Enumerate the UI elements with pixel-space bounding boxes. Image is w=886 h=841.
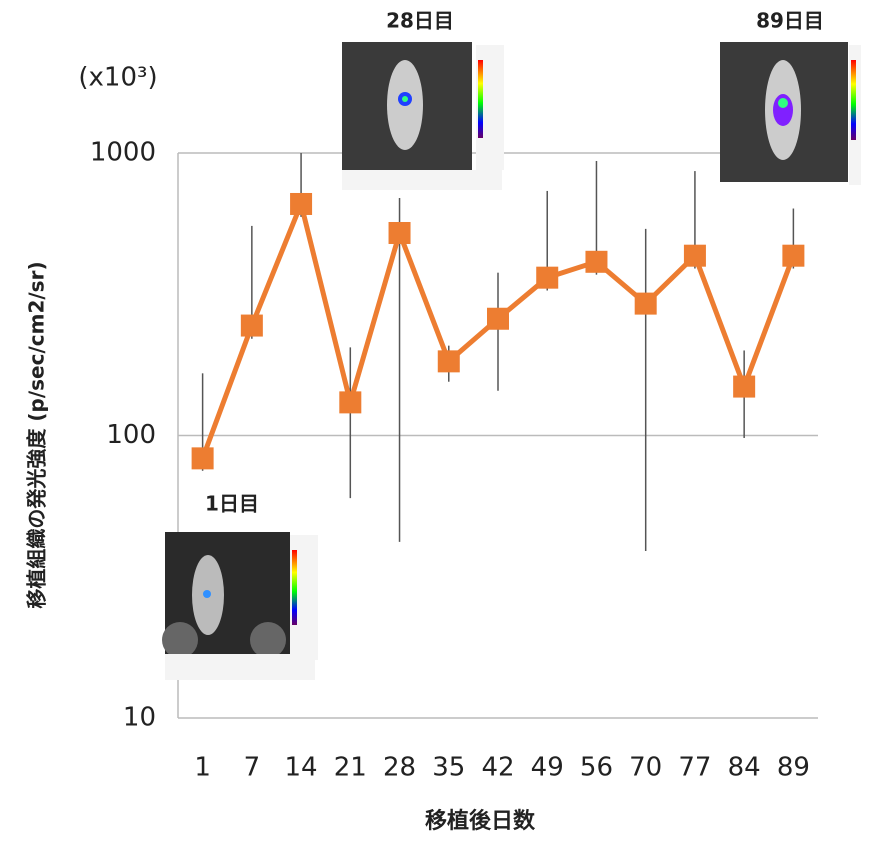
y-unit-label: (x10³)	[78, 63, 157, 93]
marker	[192, 447, 214, 469]
x-tick-label: 7	[244, 753, 261, 783]
y-tick-label: 100	[106, 420, 156, 450]
y-axis-label: 移植組織の発光強度 (p/sec/cm2/sr)	[25, 261, 49, 608]
x-tick-label: 89	[777, 753, 810, 783]
marker	[487, 308, 509, 330]
marker	[389, 222, 411, 244]
x-tick-label: 56	[580, 753, 613, 783]
chart: (x10³) 移植組織の発光強度 (p/sec/cm2/sr) 移植後日数 10…	[0, 0, 886, 837]
marker	[536, 267, 558, 289]
x-tick-label: 28	[383, 753, 416, 783]
x-tick-label: 77	[678, 753, 711, 783]
image-day1: 1日目	[162, 492, 318, 681]
marker	[684, 245, 706, 267]
marker	[635, 293, 657, 315]
marker	[290, 193, 312, 215]
y-tick-label: 1000	[90, 138, 156, 168]
x-tick-label: 35	[432, 753, 465, 783]
x-tick-label: 84	[728, 753, 761, 783]
x-tick-label: 21	[334, 753, 367, 783]
x-tick-label: 70	[629, 753, 662, 783]
image-day89: 89日目	[720, 9, 861, 186]
plot: 10 100 1000 1 7 14 21 28 35 42 49 56 70 77 84 89	[90, 138, 818, 783]
image-day28: 28日目	[342, 9, 504, 191]
marker	[585, 251, 607, 273]
x-tick-label: 14	[285, 753, 318, 783]
marker	[438, 350, 460, 372]
marker	[782, 245, 804, 267]
annotation: 28日目	[386, 9, 454, 33]
x-tick-label: 42	[481, 753, 514, 783]
marker	[241, 315, 263, 337]
x-tick-label: 1	[194, 753, 211, 783]
annotation: 89日目	[756, 9, 824, 33]
y-tick-label: 10	[123, 703, 156, 733]
x-axis-label: 移植後日数	[425, 808, 536, 834]
marker	[339, 391, 361, 413]
x-tick-label: 49	[531, 753, 564, 783]
annotation: 1日目	[205, 492, 259, 516]
marker	[733, 376, 755, 398]
